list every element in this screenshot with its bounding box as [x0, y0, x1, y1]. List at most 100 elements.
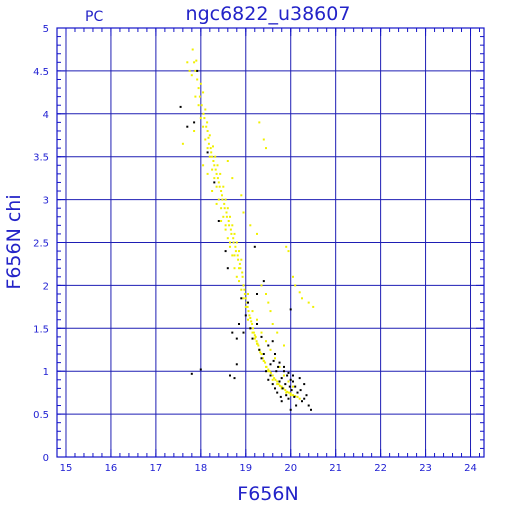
yellow-data-point [238, 267, 240, 270]
yellow-data-point [280, 385, 283, 388]
yellow-data-point [197, 87, 200, 90]
yellow-data-point [289, 392, 292, 395]
yellow-data-point [222, 185, 225, 188]
yellow-data-point [226, 237, 229, 240]
black-data-point [283, 365, 285, 368]
yellow-data-point [276, 331, 279, 334]
yellow-data-point [181, 142, 184, 145]
x-axis-label: F656N [237, 483, 298, 505]
yellow-data-point [294, 284, 297, 287]
yellow-data-point [298, 397, 301, 400]
yellow-data-point [292, 385, 294, 388]
black-data-point [265, 370, 267, 373]
yellow-data-point [271, 374, 274, 377]
yellow-data-point [216, 164, 219, 167]
yellow-data-point [287, 250, 290, 253]
yellow-data-point [229, 215, 231, 218]
yellow-data-point [262, 359, 265, 362]
yellow-data-point [225, 211, 228, 214]
black-data-point [286, 374, 289, 377]
yellow-data-point [199, 117, 202, 120]
black-data-point [283, 370, 285, 373]
yellow-data-point [233, 267, 236, 270]
black-data-point [272, 359, 275, 362]
yellow-data-point [292, 394, 294, 397]
yellow-data-point [220, 190, 223, 192]
yellow-data-point [247, 318, 249, 321]
black-data-point [256, 323, 258, 325]
yellow-data-point [190, 74, 193, 77]
yellow-data-point [221, 198, 224, 201]
yellow-data-point [237, 258, 240, 261]
yellow-data-point [267, 368, 270, 371]
black-data-point [289, 378, 292, 381]
yellow-data-point [267, 301, 270, 304]
yellow-data-point [197, 104, 200, 107]
yellow-data-point [267, 370, 270, 373]
yellow-data-point [251, 331, 254, 334]
black-data-point [224, 250, 227, 253]
yellow-data-point [224, 224, 227, 227]
yellow-data-point [256, 232, 258, 235]
yellow-data-point [231, 177, 234, 180]
yellow-data-point [199, 82, 202, 85]
black-data-point [295, 404, 298, 407]
y-tick-label: 4.5 [33, 67, 49, 78]
yellow-data-point [213, 177, 216, 180]
black-data-point [233, 377, 236, 380]
yellow-data-point [209, 147, 212, 150]
yellow-data-point [262, 138, 265, 141]
black-data-point [290, 389, 293, 392]
x-tick-label: 20 [284, 463, 297, 474]
yellow-data-point [243, 293, 246, 295]
yellow-data-point [276, 383, 279, 386]
black-data-point [196, 69, 199, 72]
yellow-data-point [232, 241, 235, 244]
yellow-data-point [235, 241, 238, 244]
yellow-data-point [193, 61, 196, 64]
yellow-data-point [278, 384, 281, 387]
yellow-data-point [206, 121, 209, 124]
black-data-point [288, 385, 291, 388]
black-data-point [244, 314, 247, 317]
black-data-point [276, 391, 279, 394]
black-data-point [305, 394, 308, 397]
yellow-data-point [265, 147, 267, 150]
y-tick-label: 0.5 [33, 410, 49, 421]
yellow-data-point [240, 288, 243, 291]
yellow-data-point [204, 108, 207, 111]
yellow-data-point [203, 117, 206, 120]
y-axis-label: F656N chi [3, 194, 25, 289]
black-data-point [274, 353, 276, 355]
data-points [179, 48, 315, 411]
yellow-data-point [239, 267, 242, 270]
black-data-point [247, 301, 249, 304]
yellow-data-point [278, 365, 281, 368]
yellow-data-point [245, 301, 248, 304]
black-data-point [253, 245, 256, 248]
black-data-point [292, 374, 294, 377]
yellow-data-point [284, 389, 287, 392]
black-data-point [249, 327, 252, 330]
yellow-data-point [208, 134, 211, 137]
black-data-point [275, 370, 278, 373]
yellow-data-point [223, 202, 226, 205]
yellow-data-point [271, 323, 274, 325]
black-data-point [287, 397, 290, 400]
black-data-point [206, 151, 209, 154]
black-data-point [280, 377, 283, 380]
black-data-point [298, 377, 301, 380]
yellow-data-point [202, 91, 205, 94]
black-data-point [179, 105, 182, 108]
yellow-data-point [276, 380, 279, 383]
black-data-point [296, 391, 299, 394]
yellow-data-point [241, 271, 244, 274]
x-tick-label: 24 [464, 463, 477, 474]
panel-label: PC [85, 9, 103, 25]
yellow-data-point [224, 198, 227, 201]
x-tick-label: 18 [194, 463, 207, 474]
yellow-data-point [211, 190, 214, 192]
yellow-data-point [227, 220, 230, 222]
black-data-point [190, 372, 193, 375]
y-tick-label: 5 [43, 24, 49, 35]
